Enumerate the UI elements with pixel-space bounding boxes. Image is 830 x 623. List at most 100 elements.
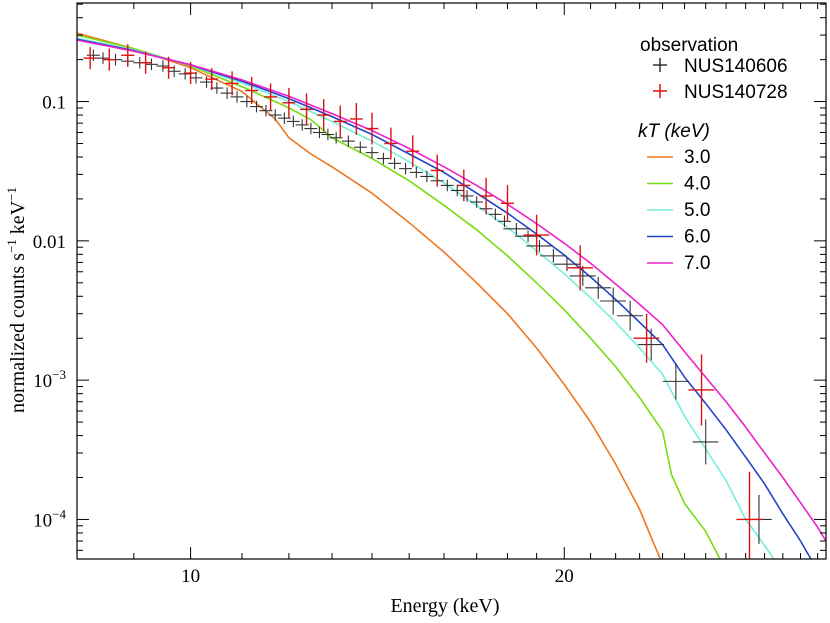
data-point (102, 48, 116, 71)
data-point (282, 87, 296, 118)
data-point (553, 257, 580, 272)
x-tick-label: 10 (181, 566, 200, 587)
data-point (430, 154, 444, 187)
data-point (162, 56, 176, 79)
data-point (406, 135, 420, 168)
data-point (317, 99, 331, 131)
data-point (384, 127, 398, 160)
data-point (83, 47, 97, 70)
legend-entry-kt-3.0: 3.0 (647, 147, 710, 168)
y-axis-title-exp1: −1 (4, 239, 19, 253)
data-point (420, 170, 434, 183)
legend-observation-entries: NUS140606 NUS140728 (653, 56, 788, 103)
y-axis-title-mid: keV (7, 200, 29, 239)
data-point (268, 109, 282, 121)
x-axis-title: Energy (keV) (390, 595, 499, 617)
y-tick-label: 0.1 (42, 93, 66, 114)
data-point (585, 276, 612, 299)
y-axis-title-main: normalized counts s (7, 253, 29, 413)
data-point (523, 214, 550, 256)
data-point (450, 184, 464, 197)
data-point (349, 103, 363, 135)
y-tick-label: 0.01 (33, 232, 66, 253)
data-point (259, 104, 273, 117)
data-point (225, 71, 239, 96)
data-point (353, 141, 367, 154)
data-point (600, 287, 626, 315)
data-point (692, 419, 719, 465)
legend-label: 4.0 (684, 174, 710, 195)
data-point (365, 146, 379, 159)
data-point (388, 157, 402, 170)
model-curve-kt-7.0 (77, 39, 826, 542)
legend-model-entries: 3.0 4.0 5.0 6.0 7.0 (647, 147, 710, 274)
y-axis-title-exp2: −1 (4, 187, 19, 201)
legend-entry-kt-6.0: 6.0 (647, 227, 710, 248)
data-point (96, 52, 110, 64)
model-curve-kt-5.0 (77, 37, 775, 559)
series-NUS140606 (86, 49, 772, 544)
data-point (526, 240, 553, 252)
data-point (329, 131, 343, 144)
data-point (210, 82, 224, 94)
legend-entry-NUS140728: NUS140728 (653, 82, 788, 103)
series-NUS140728 (83, 44, 763, 559)
legend-label: 5.0 (684, 200, 710, 221)
model-curve-kt-6.0 (77, 38, 812, 559)
legend-entry-kt-5.0: 5.0 (647, 200, 710, 221)
data-point (286, 115, 300, 128)
data-point (341, 135, 355, 147)
data-point (249, 100, 263, 113)
data-point (662, 363, 689, 400)
data-point (300, 93, 313, 126)
data-point (189, 72, 203, 84)
data-points (83, 44, 772, 559)
legend-label: NUS140728 (684, 82, 788, 103)
legend-entry-kt-7.0: 7.0 (647, 253, 710, 274)
data-point (333, 105, 347, 138)
data-point (200, 76, 213, 88)
data-point (479, 177, 493, 215)
data-point (178, 68, 192, 80)
legend-observation-title: observation (640, 35, 738, 56)
y-axis-title: normalized counts s−1 keV−1 (4, 187, 29, 413)
data-point (503, 223, 530, 235)
y-tick-label-base: 10 (33, 510, 52, 531)
legend-entry-kt-4.0: 4.0 (647, 174, 710, 195)
data-point (409, 166, 423, 179)
legend-entry-NUS140606: NUS140606 (653, 56, 788, 77)
y-tick-label-exp: −4 (52, 506, 66, 521)
data-point (144, 58, 158, 71)
data-point (399, 162, 413, 175)
data-point (264, 83, 278, 111)
data-point (86, 49, 100, 62)
data-point (567, 245, 593, 291)
data-point (304, 122, 318, 135)
y-tick-label: 10−4 (33, 506, 66, 531)
data-point (220, 87, 234, 99)
legend-label: NUS140606 (684, 56, 788, 77)
data-point (139, 51, 153, 74)
data-point (617, 300, 643, 331)
data-point (205, 68, 219, 91)
data-point (277, 112, 291, 124)
plot-frame (76, 2, 827, 560)
legend-kt-title: kT (keV) (638, 121, 710, 142)
x-tick-label: 20 (555, 566, 574, 587)
data-point (156, 60, 170, 72)
legend-label: 3.0 (684, 147, 710, 168)
data-point (470, 196, 484, 208)
y-tick-label-base: 10 (33, 371, 52, 392)
data-point (365, 112, 379, 145)
y-tick-label-exp: −3 (52, 367, 66, 382)
data-point (376, 152, 390, 165)
data-point (569, 265, 596, 286)
data-point (440, 179, 454, 192)
data-point (312, 126, 326, 139)
data-point (321, 128, 335, 141)
data-point (633, 313, 660, 363)
data-point (688, 354, 715, 426)
